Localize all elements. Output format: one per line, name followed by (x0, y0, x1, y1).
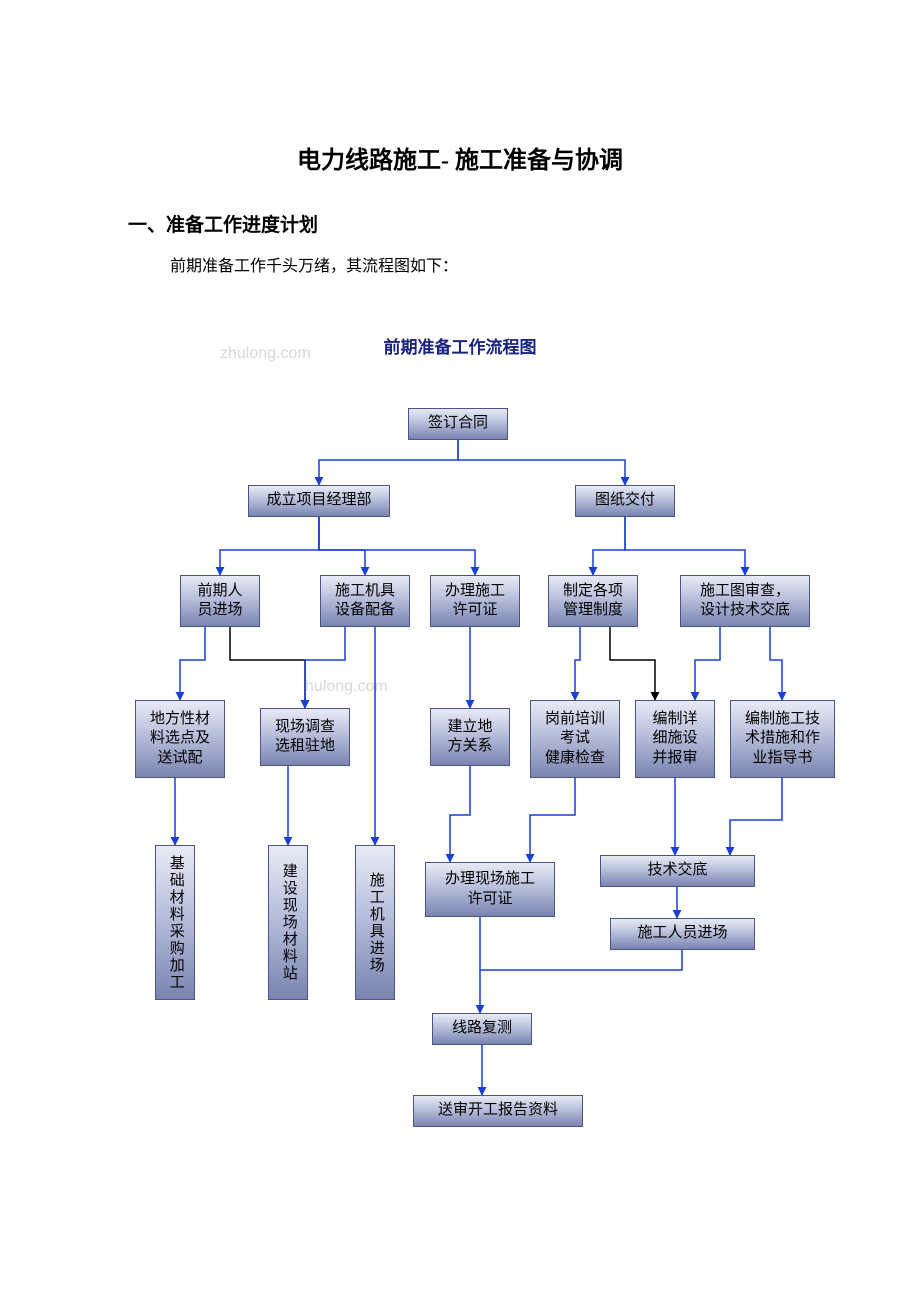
flowchart-node: 图纸交付 (575, 485, 675, 517)
flowchart-node: 技术交底 (600, 855, 755, 887)
flowchart-node: 前期人 员进场 (180, 575, 260, 627)
flowchart-node: 制定各项 管理制度 (548, 575, 638, 627)
intro-text: 前期准备工作千头万绪，其流程图如下： (170, 252, 458, 276)
flowchart-node: 签订合同 (408, 408, 508, 440)
flowchart-node: 岗前培训 考试 健康检查 (530, 700, 620, 778)
flowchart-node: 地方性材 料选点及 送试配 (135, 700, 225, 778)
flowchart-node: 现场调查 选租驻地 (260, 708, 350, 766)
flowchart-node: 办理现场施工 许可证 (425, 862, 555, 917)
flowchart-node: 施工人员进场 (610, 918, 755, 950)
flowchart-node: 送审开工报告资料 (413, 1095, 583, 1127)
flowchart-node: 成立项目经理部 (248, 485, 390, 517)
flowchart-node: 线路复测 (432, 1013, 532, 1045)
flowchart-title: 前期准备工作流程图 (0, 333, 920, 358)
flowchart-node: 基础材料采购加工 (155, 845, 195, 1000)
flowchart-node: 建设现场材料站 (268, 845, 308, 1000)
flowchart-node: 编制详 细施设 并报审 (635, 700, 715, 778)
flowchart-node: 办理施工 许可证 (430, 575, 520, 627)
flowchart-node: 编制施工技 术措施和作 业指导书 (730, 700, 835, 778)
page-title: 电力线路施工- 施工准备与协调 (0, 140, 920, 175)
page: 电力线路施工- 施工准备与协调 一、准备工作进度计划 前期准备工作千头万绪，其流… (0, 0, 920, 1302)
flowchart-node: 施工机具进场 (355, 845, 395, 1000)
section-heading: 一、准备工作进度计划 (128, 210, 318, 237)
flowchart-node: 施工机具 设备配备 (320, 575, 410, 627)
flowchart-node: 施工图审查， 设计技术交底 (680, 575, 810, 627)
watermark: hulong.com (305, 678, 388, 696)
flowchart-node: 建立地 方关系 (430, 708, 510, 766)
